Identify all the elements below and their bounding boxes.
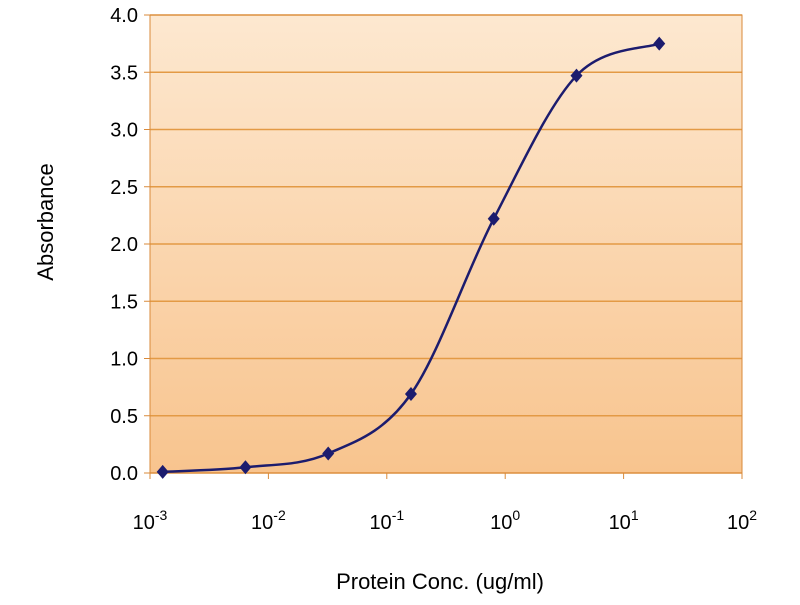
y-axis-label: Absorbance [33, 163, 58, 280]
x-tick-label: 102 [727, 507, 757, 534]
data-point-marker [570, 68, 583, 83]
series [156, 36, 666, 479]
x-axis: 10-3 10-2 10-1 100 101 102 [133, 473, 757, 534]
y-tick-label: 3.5 [110, 62, 138, 84]
data-point-marker [322, 446, 335, 461]
y-tick-label: 2.0 [110, 234, 138, 256]
data-point-marker [239, 460, 252, 475]
data-point-marker [404, 386, 417, 401]
x-axis-label: Protein Conc. (ug/ml) [336, 569, 544, 594]
data-point-marker [653, 36, 666, 51]
y-tick-label: 1.5 [110, 291, 138, 313]
y-tick-label: 1.0 [110, 349, 138, 371]
data-point-marker [487, 211, 500, 226]
x-tick-label: 10-1 [369, 507, 404, 534]
y-tick-label: 0.5 [110, 406, 138, 428]
data-point-marker [156, 464, 169, 479]
y-tick-label: 2.5 [110, 177, 138, 199]
y-tick-label: 0.0 [110, 463, 138, 485]
x-tick-label: 100 [490, 507, 520, 534]
x-tick-label: 10-3 [133, 507, 168, 534]
x-tick-label: 101 [609, 507, 639, 534]
y-axis: 0.0 0.5 1.0 1.5 2.0 2.5 3.0 3.5 4.0 [110, 5, 150, 485]
x-tick-label: 10-2 [251, 507, 286, 534]
y-tick-label: 3.0 [110, 120, 138, 142]
y-tick-label: 4.0 [110, 5, 138, 27]
